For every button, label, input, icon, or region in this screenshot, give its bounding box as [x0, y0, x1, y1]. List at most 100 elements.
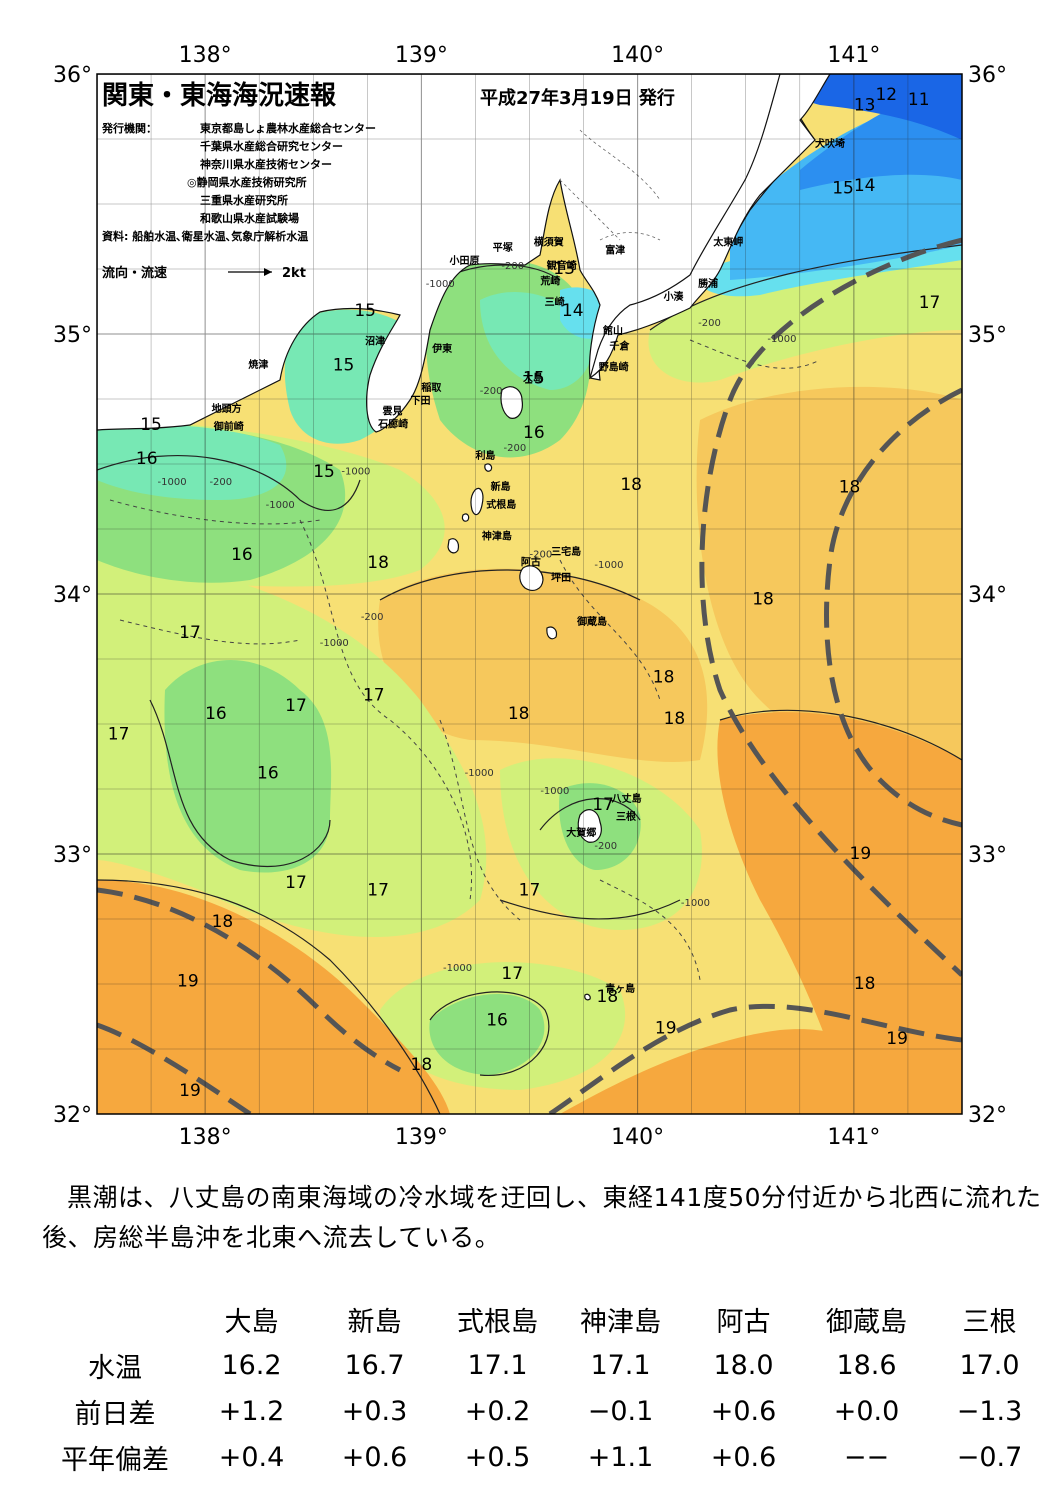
place-name: 石廊崎 — [377, 418, 408, 431]
flow-legend-label: 流向・流速 — [102, 265, 167, 281]
place-name: 千倉 — [610, 340, 631, 353]
column-header: 新島 — [347, 1306, 402, 1338]
depth-contour-label: -200 — [530, 550, 553, 561]
place-name: 八丈島 — [611, 792, 642, 805]
latitude-label: 33° — [968, 843, 1007, 868]
place-name: 野島崎 — [599, 360, 629, 373]
latitude-label: 35° — [968, 323, 1007, 348]
depth-contour-label: -200 — [594, 841, 617, 852]
latitude-label: 32° — [53, 1103, 92, 1128]
depth-contour-label: -1000 — [443, 963, 472, 974]
column-header: 式根島 — [457, 1306, 538, 1338]
isotherm-label: 18 — [620, 475, 642, 495]
isotherm-label: 17 — [592, 795, 614, 815]
depth-contour-label: -1000 — [465, 768, 494, 779]
column-header: 阿古 — [716, 1306, 771, 1338]
place-name: 観音崎 — [547, 259, 577, 272]
depth-contour-label: -200 — [698, 318, 721, 329]
isotherm-label: 18 — [212, 912, 234, 932]
isotherm-label: 17 — [519, 881, 541, 901]
place-name: 三宅島 — [551, 545, 581, 558]
place-name: 荒崎 — [539, 275, 560, 288]
isotherm-label: 12 — [875, 85, 897, 105]
row-label: 水温 — [88, 1352, 142, 1384]
table-cell: +0.6 — [710, 1395, 777, 1427]
depth-contour-label: -1000 — [540, 786, 569, 797]
table-cell: −− — [843, 1441, 890, 1473]
place-name: 下田 — [411, 395, 431, 407]
isotherm-label: 17 — [363, 686, 385, 706]
water-temperature-field: -1000 -200 -1000 -200 -1000 -1000 -200 -200 -200… — [97, 74, 962, 1114]
isotherm-label: 15 — [313, 462, 335, 482]
depth-contour-label: -1000 — [266, 500, 295, 511]
place-name: 阿古 — [521, 555, 541, 568]
latitude-label: 34° — [53, 583, 92, 608]
isotherm-label: 13 — [553, 259, 575, 279]
table-cell: 16.7 — [344, 1349, 405, 1381]
isotherm-label: 17 — [367, 881, 389, 901]
isotherm-label: 17 — [285, 873, 307, 893]
land-masses — [97, 74, 831, 1001]
summary-text: 黒潮は、八丈島の南東海域の冷水域を迂回し、東経141度50分付近から北西に流れた… — [42, 1178, 1052, 1258]
longitude-labels-top: 138° 139° 140° 141° — [179, 43, 881, 68]
isotherm-label: 17 — [285, 696, 307, 716]
latitude-label: 36° — [53, 63, 92, 88]
isotherm-label: 15 — [523, 368, 545, 388]
isotherm-label: 18 — [752, 589, 774, 609]
longitude-label: 140° — [611, 1125, 664, 1150]
depth-contour-label: -1000 — [320, 638, 349, 649]
isotherm-label: 14 — [562, 301, 584, 321]
table-row: 前日差 +1.2 +0.3 +0.2 −0.1 +0.6 +0.0 −1.3 — [40, 1388, 1051, 1434]
place-name: 伊東 — [431, 342, 452, 355]
place-name: 小湊 — [663, 290, 685, 303]
place-name: 御前崎 — [213, 420, 244, 433]
issuer-label: 発行機関： — [101, 121, 157, 135]
isotherm-label: 16 — [486, 1011, 508, 1031]
table-cell: 18.6 — [836, 1349, 897, 1381]
isotherm-label: 19 — [886, 1029, 908, 1049]
table-cell: +0.6 — [341, 1441, 408, 1473]
map-frame — [96, 73, 963, 1115]
place-name: 坪田 — [551, 571, 571, 584]
longitude-labels-bottom: 138° 139° 140° 141° — [179, 1125, 881, 1150]
table-cell: +0.5 — [464, 1441, 531, 1473]
isotherm-label: 17 — [501, 964, 523, 984]
isotherm-label: 11 — [908, 90, 930, 110]
longitude-label: 140° — [611, 43, 664, 68]
isotherm-label: 16 — [257, 764, 279, 784]
depth-contour-label: -200 — [504, 443, 527, 454]
table-header-row: 大島 新島 式根島 神津島 阿古 御蔵島 三根 — [40, 1296, 1051, 1342]
table-cell: −0.7 — [956, 1441, 1023, 1473]
place-name: 富津 — [605, 243, 625, 256]
place-name: 大賀郷 — [566, 826, 596, 839]
place-name: 青ヶ島 — [605, 982, 635, 995]
isotherm-label: 18 — [411, 1055, 433, 1075]
isotherm-label: 15 — [333, 355, 355, 375]
isotherm-label: 16 — [231, 545, 253, 565]
table-cell: −0.1 — [587, 1395, 654, 1427]
isotherm-label: 15 — [140, 415, 162, 435]
longitude-label: 141° — [827, 1125, 880, 1150]
depth-contour-label: -200 — [209, 477, 232, 488]
issuer-1: 東京都島しょ農林水産総合センター — [200, 121, 376, 135]
table-cell: 16.2 — [221, 1349, 282, 1381]
place-name: 勝浦 — [698, 277, 718, 290]
place-name: 地頭方 — [212, 402, 242, 415]
issuer-3: 神奈川県水産技術センター — [200, 157, 332, 171]
column-header: 三根 — [962, 1306, 1017, 1338]
table-cell: 17.1 — [467, 1349, 528, 1381]
place-name: 稲取 — [421, 381, 442, 394]
place-name: 式根島 — [486, 498, 516, 511]
island-temperature-table: 大島 新島 式根島 神津島 阿古 御蔵島 三根 水温 16.2 16.7 17.… — [40, 1296, 1051, 1480]
place-name: 三崎 — [545, 295, 565, 308]
longitude-label: 139° — [395, 43, 448, 68]
row-label: 前日差 — [74, 1398, 156, 1430]
column-header: 御蔵島 — [826, 1306, 907, 1338]
isotherm-label: 18 — [854, 974, 876, 994]
isotherm-label: 17 — [919, 293, 941, 313]
place-name: 神津島 — [482, 529, 512, 542]
isotherm-label: 18 — [653, 667, 675, 687]
latitude-labels-left: 36° 35° 34° 33° 32° — [53, 63, 92, 1128]
latitude-label: 32° — [968, 1103, 1007, 1128]
place-name: 平塚 — [493, 241, 513, 254]
